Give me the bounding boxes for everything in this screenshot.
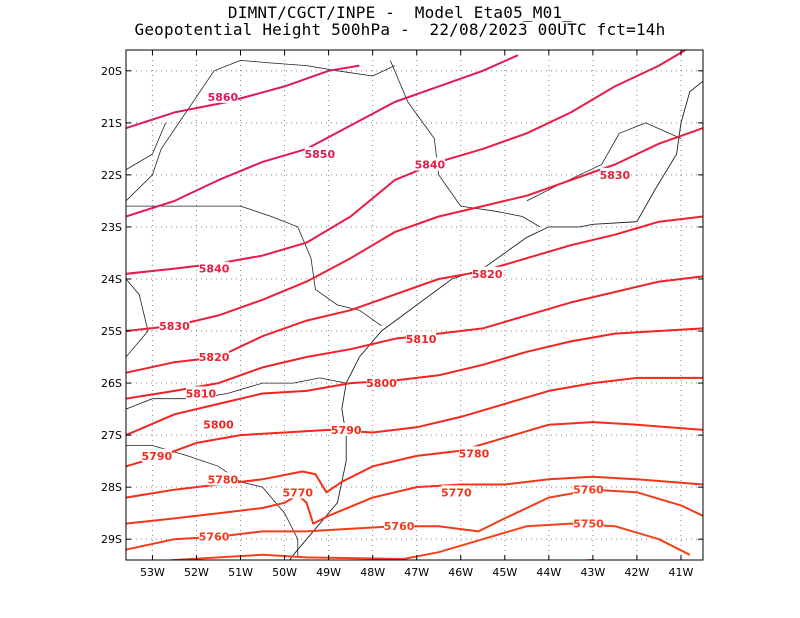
contour-label-bg — [472, 266, 503, 280]
contour-label-5840: 5840 — [415, 158, 446, 171]
contour-label-5830: 5830 — [159, 320, 190, 333]
coastline — [289, 80, 703, 560]
contour-label-5800: 5800 — [366, 377, 397, 390]
lat-tick-label: 24S — [101, 273, 122, 286]
contour-label-bg — [199, 350, 230, 364]
contour-label-5830: 5830 — [600, 169, 631, 182]
state-border-line — [126, 59, 395, 202]
contour-label-bg — [199, 261, 230, 275]
contour-lines — [126, 50, 703, 560]
contour-label-5810: 5810 — [406, 333, 437, 346]
lon-tick-label: 46W — [448, 566, 473, 579]
contour-label-5790: 5790 — [331, 424, 362, 437]
contour-label-5750: 5750 — [573, 518, 604, 531]
state-border-line — [126, 122, 166, 171]
contour-label-bg — [331, 422, 362, 436]
contour-label-bg — [199, 529, 230, 543]
contour-label-bg — [458, 446, 489, 460]
contour-label-bg — [441, 485, 472, 499]
lon-tick-label: 43W — [580, 566, 605, 579]
contour-label-bg — [304, 147, 335, 161]
lat-tick-label: 25S — [101, 325, 122, 338]
contour-label-5790: 5790 — [142, 450, 173, 463]
contour-label-5820: 5820 — [199, 351, 230, 364]
map-title: DIMNT/CGCT/INPE - Model Eta05_M01_ Geopo… — [0, 4, 800, 38]
lat-tick-label: 27S — [101, 429, 122, 442]
contour-label-5860: 5860 — [208, 91, 239, 104]
contour-label-5760: 5760 — [384, 520, 415, 533]
contour-label-5770: 5770 — [282, 486, 313, 499]
lon-tick-label: 42W — [624, 566, 649, 579]
lat-tick-label: 26S — [101, 377, 122, 390]
title-line-1: DIMNT/CGCT/INPE - Model Eta05_M01_ — [227, 3, 573, 22]
contour-label-bg — [573, 516, 604, 530]
contour-labels: 5860 5850 5840 5840 5830 5830 5820 5820 5810 5810… — [141, 89, 631, 544]
contour-label-bg — [282, 485, 313, 499]
contour-line-5790 — [126, 376, 703, 468]
axis-ticks: 53W 52W 51W 50W 49W 48W 47W 46W 45W 44W 43W 42W 41W 2… — [101, 50, 703, 579]
contour-label-5810: 5810 — [186, 387, 217, 400]
contour-label-bg — [203, 417, 234, 431]
contour-line-5760 — [126, 488, 703, 551]
contour-label-bg — [599, 167, 630, 181]
lon-tick-label: 47W — [404, 566, 429, 579]
title-line-2: Geopotential Height 500hPa - 22/08/2023 … — [134, 20, 666, 39]
contour-line-5770 — [126, 475, 703, 525]
contour-label-bg — [141, 448, 172, 462]
contour-label-5780: 5780 — [208, 473, 239, 486]
lat-tick-label: 20S — [101, 65, 122, 78]
lon-tick-label: 52W — [184, 566, 209, 579]
lat-tick-label: 21S — [101, 117, 122, 130]
contour-label-bg — [384, 519, 415, 533]
contour-label-bg — [185, 386, 216, 400]
contour-label-bg — [207, 472, 238, 486]
contour-label-5760: 5760 — [573, 484, 604, 497]
lat-tick-label: 28S — [101, 481, 122, 494]
lon-tick-label: 50W — [272, 566, 297, 579]
state-border-line — [126, 377, 347, 410]
contour-label-5770: 5770 — [441, 486, 472, 499]
contour-label-5840: 5840 — [199, 263, 230, 276]
contour-label-5780: 5780 — [459, 447, 490, 460]
contour-label-5800: 5800 — [203, 419, 234, 432]
state-border-line — [389, 60, 541, 228]
contour-label-bg — [207, 89, 238, 103]
contour-label-bg — [159, 318, 190, 332]
contour-label-bg — [573, 482, 604, 496]
contour-label-5760: 5760 — [199, 531, 230, 544]
state-border-line — [126, 278, 149, 358]
lat-tick-label: 22S — [101, 169, 122, 182]
lat-tick-label: 29S — [101, 533, 122, 546]
contour-line-5820 — [126, 215, 703, 374]
lon-tick-label: 45W — [492, 566, 517, 579]
contour-line-5860 — [126, 64, 360, 130]
lon-tick-label: 44W — [536, 566, 561, 579]
contour-label-5850: 5850 — [304, 148, 335, 161]
contour-line-5800 — [126, 327, 703, 437]
lon-tick-label: 48W — [360, 566, 385, 579]
state-border-line — [526, 122, 682, 202]
lon-tick-label: 51W — [228, 566, 253, 579]
contour-line-5840 — [126, 50, 686, 275]
contour-label-bg — [366, 376, 397, 390]
contour-label-5820: 5820 — [472, 268, 503, 281]
contour-line-5850 — [126, 54, 519, 218]
lon-tick-label: 53W — [140, 566, 165, 579]
contour-line-5830 — [126, 127, 703, 332]
lat-tick-label: 23S — [101, 221, 122, 234]
coastline-line — [289, 80, 703, 560]
contour-line-5750 — [165, 522, 691, 560]
lon-tick-label: 41W — [669, 566, 694, 579]
state-border-line — [126, 205, 382, 327]
lon-tick-label: 49W — [316, 566, 341, 579]
map-frame — [125, 49, 704, 561]
contour-label-bg — [406, 331, 437, 345]
contour-line-5780 — [126, 421, 703, 499]
contour-label-bg — [414, 157, 445, 171]
